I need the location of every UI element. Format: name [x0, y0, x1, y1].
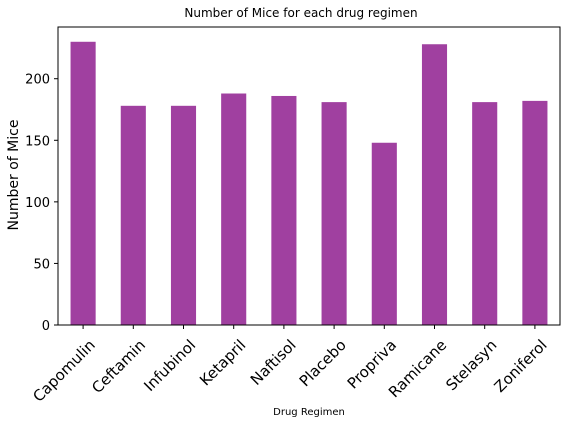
bar-propriva — [371, 142, 397, 325]
x-tick-label: Infubinol — [140, 336, 199, 395]
bar-ramicane — [421, 44, 448, 326]
x-axis-ticks: CapomulinCeftaminInfubinolKetaprilNaftis… — [29, 325, 551, 406]
y-tick-label: 100 — [25, 196, 50, 211]
x-tick-label: Placebo — [296, 336, 350, 390]
axes-frame — [57, 26, 561, 326]
bar-zoniferol — [522, 100, 548, 325]
y-axis-label: Number of Mice — [6, 120, 22, 231]
bars-group — [70, 41, 548, 326]
x-tick-label: Capomulin — [29, 336, 99, 406]
y-tick-label: 50 — [33, 257, 50, 272]
bar-stelasyn — [472, 102, 498, 326]
y-tick-label: 150 — [25, 134, 50, 149]
plot-frame — [57, 26, 561, 326]
y-tick-label: 0 — [42, 319, 50, 334]
y-axis-ticks: 0 50 100 150 200 — [25, 73, 58, 334]
y-tick-label: 200 — [25, 73, 50, 88]
bar-capomulin — [70, 41, 96, 325]
bar-placebo — [321, 102, 347, 326]
bar-ceftamin — [120, 105, 146, 325]
bar-naftisol — [271, 95, 297, 326]
chart-title: Number of Mice for each drug regimen — [184, 6, 417, 20]
x-tick-label: Zoniferol — [491, 336, 551, 396]
x-tick-label: Ceftamin — [88, 336, 149, 397]
bar-infubinol — [170, 105, 197, 325]
bar-ketapril — [221, 93, 247, 325]
x-axis-label: Drug Regimen — [273, 407, 345, 418]
x-tick-label: Ketapril — [196, 336, 249, 389]
x-tick-label: Naftisol — [247, 336, 300, 389]
